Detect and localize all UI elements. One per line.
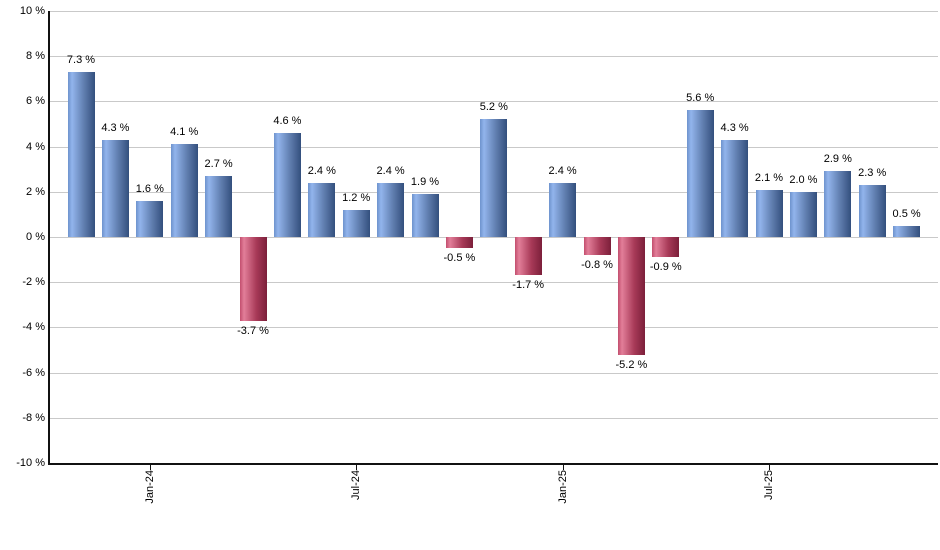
gridline — [49, 418, 938, 419]
bar-value-label: 2.9 % — [823, 153, 852, 166]
negative-return-bar — [239, 237, 267, 321]
positive-return-bar — [205, 175, 233, 237]
y-axis-tick-label: 6 % — [26, 95, 45, 107]
positive-return-bar — [893, 225, 921, 237]
bar-value-label: 4.1 % — [170, 126, 199, 139]
bar-value-label: 2.1 % — [754, 171, 784, 184]
gridline — [49, 282, 938, 283]
bar-value-label: 4.3 % — [101, 121, 130, 134]
positive-return-bar — [721, 139, 749, 237]
positive-return-bar — [411, 194, 439, 237]
y-axis-tick-label: 0 % — [26, 231, 45, 243]
x-axis-tick — [150, 465, 151, 470]
gridline — [49, 327, 938, 328]
bar-value-label: -5.2 % — [615, 358, 648, 371]
positive-return-bar — [549, 182, 577, 237]
x-axis-line — [48, 463, 938, 465]
positive-return-bar — [101, 139, 129, 237]
bar-value-label: -0.8 % — [581, 259, 613, 272]
y-axis-tick-label: 10 % — [19, 5, 45, 17]
negative-return-bar — [514, 237, 542, 276]
bar-value-label: 2.7 % — [204, 157, 233, 170]
positive-return-bar — [342, 209, 370, 237]
positive-return-bar — [789, 191, 817, 237]
bar-value-label: 1.6 % — [135, 182, 164, 195]
gridline — [49, 56, 938, 57]
x-axis-tick — [769, 465, 770, 470]
positive-return-bar — [67, 72, 95, 237]
x-axis-tick-label: Jul-25 — [763, 470, 775, 500]
bar-value-label: 7.3 % — [66, 54, 96, 67]
bar-value-label: 2.4 % — [307, 164, 336, 177]
gridline — [49, 237, 938, 238]
y-axis-tick-label: -6 % — [22, 367, 45, 379]
bar-value-label: 5.6 % — [686, 92, 715, 105]
y-axis-tick-label: -4 % — [22, 321, 45, 333]
y-axis-tick-label: 8 % — [26, 50, 45, 62]
bar-value-label: -3.7 % — [237, 324, 269, 337]
bar-value-label: 2.0 % — [789, 173, 818, 186]
negative-return-bar — [617, 237, 645, 355]
positive-return-bar — [377, 182, 405, 237]
bar-value-label: 0.5 % — [892, 207, 921, 220]
positive-return-bar — [136, 200, 164, 237]
positive-return-bar — [686, 110, 714, 237]
x-axis-tick-label: Jan-25 — [557, 470, 569, 504]
gridline — [49, 373, 938, 374]
bar-value-label: 2.3 % — [858, 167, 887, 180]
bar-value-label: 5.2 % — [479, 101, 508, 114]
positive-return-bar — [170, 144, 198, 237]
y-axis-tick-label: -10 % — [16, 457, 45, 469]
bar-value-label: 1.2 % — [342, 191, 371, 204]
x-axis-tick-label: Jul-24 — [350, 470, 362, 500]
gridline — [49, 11, 938, 12]
bar-value-label: -0.5 % — [443, 252, 476, 265]
negative-return-bar — [445, 237, 473, 249]
y-axis-tick-label: -2 % — [22, 276, 45, 288]
bar-value-label: -0.9 % — [649, 261, 682, 274]
positive-return-bar — [273, 133, 301, 237]
negative-return-bar — [652, 237, 680, 258]
bar-value-label: 2.4 % — [548, 164, 577, 177]
positive-return-bar — [308, 182, 336, 237]
x-axis-tick — [356, 465, 357, 470]
y-axis-tick-label: 4 % — [26, 141, 45, 153]
bar-value-label: -1.7 % — [512, 279, 545, 292]
y-axis-line — [48, 11, 50, 465]
positive-return-bar — [755, 189, 783, 237]
y-axis-tick-label: 2 % — [26, 186, 45, 198]
positive-return-bar — [824, 171, 852, 237]
bar-value-label: 4.6 % — [273, 115, 302, 128]
x-axis-tick — [563, 465, 564, 470]
bar-value-label: 2.4 % — [376, 164, 405, 177]
bar-value-label: 1.9 % — [410, 176, 440, 189]
positive-return-bar — [480, 119, 508, 237]
x-axis-tick-label: Jan-24 — [144, 470, 156, 504]
negative-return-bar — [583, 237, 611, 256]
gridline — [49, 101, 938, 102]
positive-return-bar — [858, 185, 886, 237]
bar-value-label: 4.3 % — [720, 121, 749, 134]
y-axis-tick-label: -8 % — [22, 412, 45, 424]
